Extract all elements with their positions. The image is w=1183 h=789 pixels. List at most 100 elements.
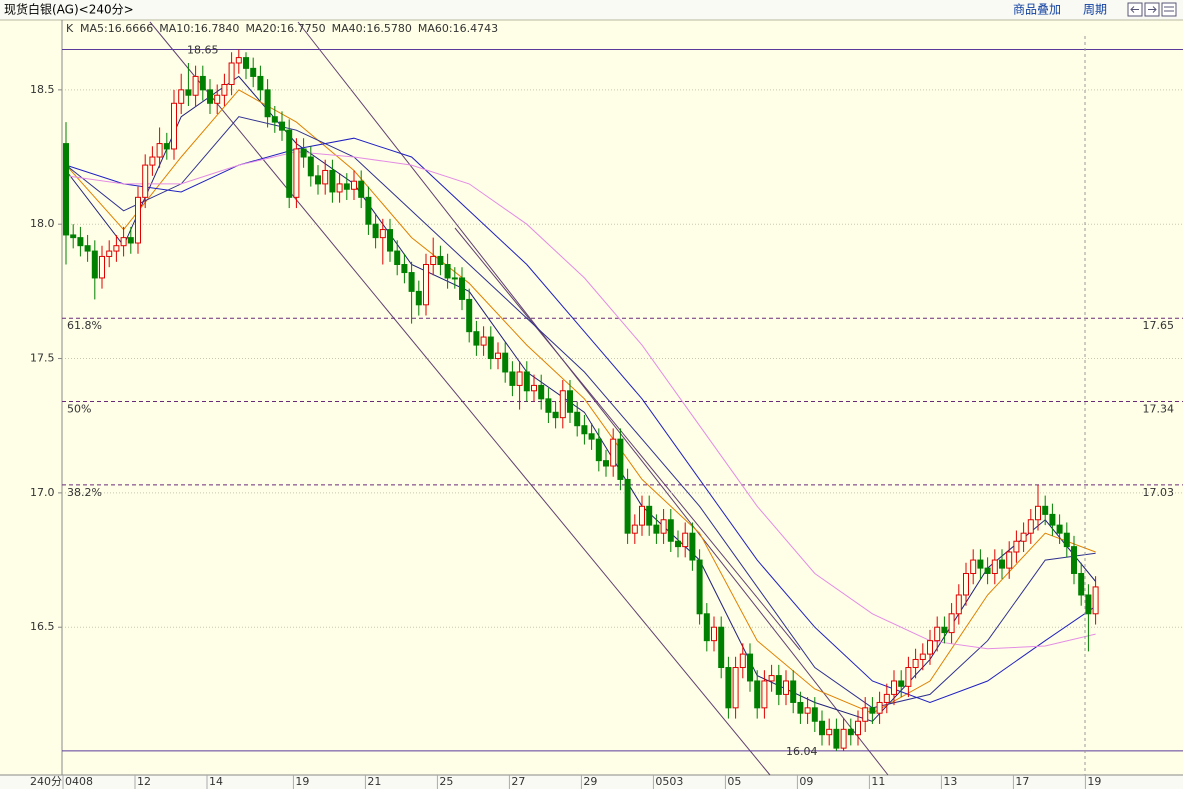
x-tick-label: 25: [439, 775, 453, 788]
candle-body: [1056, 524, 1063, 534]
y-tick-label: 17.0: [30, 486, 55, 499]
candle-body: [99, 255, 105, 279]
x-tick-label: 17: [1015, 775, 1029, 788]
candle-body: [509, 371, 516, 386]
candle-body: [77, 237, 84, 247]
candle-body: [595, 438, 602, 462]
candle-body: [437, 255, 444, 266]
candle-body: [603, 460, 609, 467]
low-mark-label: 16.04: [786, 745, 818, 758]
candle-body: [480, 336, 487, 346]
candle-body: [826, 728, 833, 736]
y-tick-label: 17.5: [30, 352, 55, 365]
candle-body: [351, 180, 357, 190]
candle-body: [653, 524, 660, 534]
candle-body: [423, 264, 429, 306]
candle-body: [149, 156, 156, 166]
candle-body: [329, 169, 336, 193]
candle-body: [372, 223, 379, 239]
candle-body: [451, 277, 458, 280]
candle-body: [682, 532, 689, 548]
x-tick-label: 11: [871, 775, 885, 788]
candle-body: [811, 707, 818, 722]
candle-body: [394, 250, 401, 266]
candle-body: [934, 626, 941, 642]
candle-body: [300, 148, 307, 158]
candle-body: [1078, 572, 1085, 596]
candle-body: [855, 720, 861, 736]
candle-body: [667, 519, 674, 542]
candle-body: [120, 237, 127, 247]
candle-body: [675, 540, 681, 548]
candle-body: [581, 425, 588, 435]
candle-body: [552, 411, 559, 419]
candle-body: [1063, 532, 1070, 548]
x-tick-label: 29: [583, 775, 597, 788]
candle-body: [1092, 586, 1099, 615]
legend-entry: MA40:16.5780: [332, 22, 412, 35]
candle-body: [898, 680, 905, 687]
x-tick-label: 19: [295, 775, 309, 788]
candle-body: [840, 728, 847, 749]
candle-body: [199, 75, 206, 91]
candle-body: [322, 169, 329, 185]
candle-body: [1042, 505, 1049, 515]
candle-body: [271, 116, 278, 123]
fib-level-label: 61.8%: [67, 319, 102, 332]
overlay-button[interactable]: 商品叠加: [1013, 2, 1061, 17]
candle-body: [567, 390, 573, 413]
candle-body: [286, 129, 293, 198]
candle-body: [588, 433, 595, 440]
candle-body: [531, 384, 537, 392]
candle-body: [999, 559, 1005, 569]
candle-body: [336, 183, 343, 193]
candle-body: [264, 89, 271, 118]
candle-body: [977, 559, 984, 569]
candle-body: [847, 728, 854, 736]
candle-body: [739, 653, 746, 669]
x-tick-label: 27: [511, 775, 525, 788]
candle-body: [307, 156, 314, 177]
candle-body: [1020, 532, 1027, 542]
candle-body: [1071, 546, 1077, 574]
candle-body: [415, 290, 422, 306]
candle-body: [819, 720, 825, 736]
candle-body: [387, 229, 393, 252]
candle-body: [718, 626, 725, 669]
nav-icons[interactable]: [1127, 2, 1177, 17]
candle-body: [905, 667, 912, 687]
candle-body: [545, 398, 552, 413]
x-tick-label: 0408: [65, 775, 93, 788]
candle-body: [574, 411, 581, 427]
x-tick-label: 12: [137, 775, 151, 788]
candle-body: [538, 384, 545, 400]
period-button[interactable]: 周期: [1083, 3, 1107, 17]
candle-body: [646, 505, 653, 526]
x-tick-label: 09: [799, 775, 813, 788]
candle-body: [343, 183, 350, 190]
icon-right-arrow: [1148, 6, 1157, 13]
candle-body: [192, 75, 199, 96]
fib-level-value: 17.03: [1143, 486, 1175, 499]
candle-body: [401, 264, 408, 274]
candle-body: [142, 164, 149, 198]
indicator-label: K: [66, 22, 74, 35]
candle-body: [883, 693, 890, 703]
candle-body: [185, 89, 192, 96]
candle-body: [63, 143, 69, 236]
candle-body: [754, 680, 761, 709]
candle-body: [711, 626, 717, 642]
fib-level-value: 17.34: [1143, 403, 1175, 416]
candle-body: [761, 680, 768, 709]
icon-window[interactable]: [1161, 2, 1177, 17]
candle-body: [516, 371, 523, 386]
candle-body: [315, 175, 321, 185]
candle-body: [775, 675, 782, 695]
candle-body: [970, 559, 977, 574]
candle-body: [379, 229, 386, 239]
candle-body: [963, 572, 969, 596]
candle-body: [430, 255, 437, 266]
period-label: 240分: [30, 775, 62, 788]
candle-body: [1027, 519, 1034, 534]
